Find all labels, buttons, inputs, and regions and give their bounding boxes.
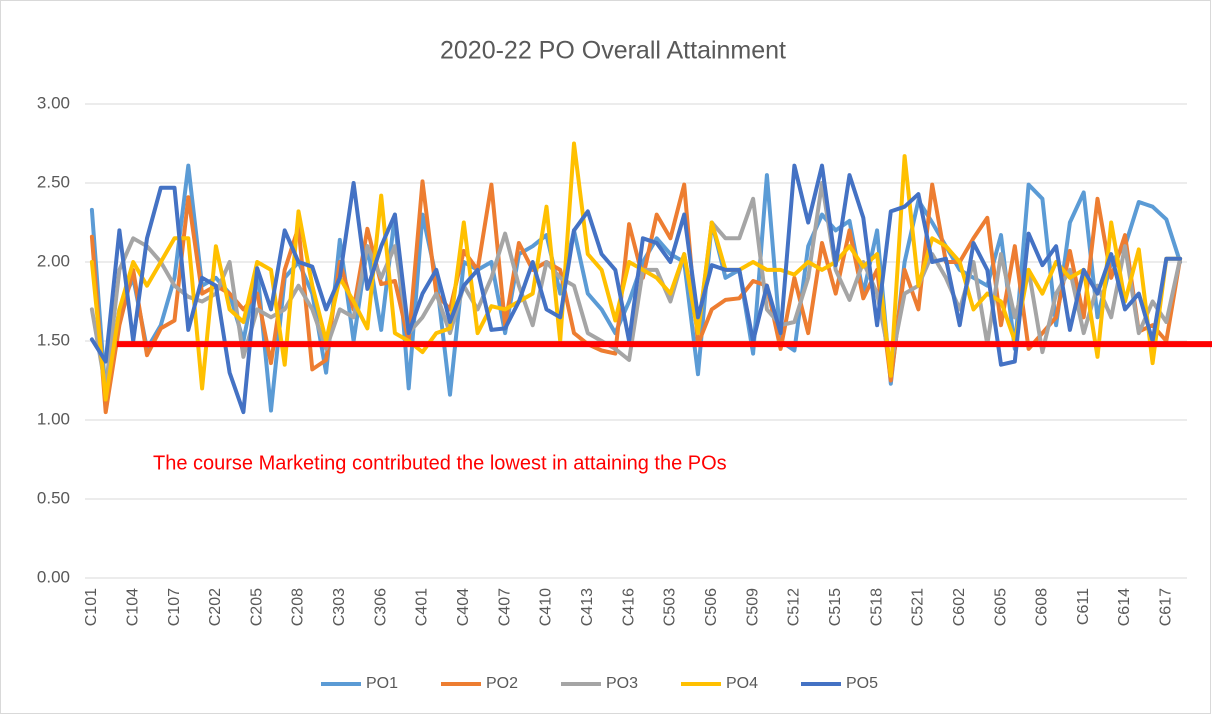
x-tick-label: C101 <box>83 588 100 626</box>
x-tick-label: C608 <box>1034 588 1051 626</box>
x-tick-label: C107 <box>166 588 183 626</box>
x-tick-label: C611 <box>1075 588 1092 625</box>
legend-label: PO3 <box>606 675 638 692</box>
legend-label: PO1 <box>366 675 398 692</box>
x-tick-label: C614 <box>1116 588 1133 626</box>
y-tick-label: 3.00 <box>37 93 70 112</box>
x-tick-label: C407 <box>496 588 513 626</box>
x-tick-label: C512 <box>786 588 803 626</box>
x-tick-label: C202 <box>207 588 224 626</box>
x-tick-label: C617 <box>1158 588 1175 626</box>
x-tick-label: C401 <box>414 588 431 626</box>
x-tick-label: C605 <box>992 588 1009 626</box>
y-tick-label: 0.00 <box>37 567 70 586</box>
x-tick-label: C602 <box>951 588 968 626</box>
annotation: The course Marketing contributed the low… <box>153 452 727 474</box>
legend-label: PO5 <box>846 675 878 692</box>
y-tick-label: 2.00 <box>37 251 70 270</box>
y-tick-label: 1.00 <box>37 409 70 428</box>
x-tick-label: C416 <box>620 588 637 626</box>
series-line <box>89 179 1183 415</box>
series-line <box>89 163 1183 415</box>
x-tick-label: C506 <box>703 588 720 626</box>
chart-title: 2020-22 PO Overall Attainment <box>440 37 786 65</box>
legend-label: PO2 <box>486 675 518 692</box>
x-tick-label: C503 <box>662 588 679 626</box>
x-tick-label: C404 <box>455 588 472 626</box>
y-tick-label: 1.50 <box>37 330 70 349</box>
y-tick-label: 2.50 <box>37 172 70 191</box>
legend-label: PO4 <box>726 675 758 692</box>
x-tick-label: C515 <box>827 588 844 626</box>
x-tick-label: C104 <box>124 588 141 626</box>
y-tick-label: 0.50 <box>37 488 70 507</box>
x-tick-label: C306 <box>372 588 389 626</box>
x-tick-label: C303 <box>331 588 348 626</box>
series-line <box>89 181 1183 391</box>
x-tick-label: C518 <box>868 588 885 626</box>
x-tick-label: C509 <box>744 588 761 626</box>
x-tick-label: C413 <box>579 588 596 626</box>
x-tick-label: C208 <box>290 588 307 626</box>
x-tick-label: C521 <box>910 588 927 626</box>
x-tick-label: C205 <box>248 588 265 626</box>
x-tick-label: C410 <box>538 588 555 626</box>
